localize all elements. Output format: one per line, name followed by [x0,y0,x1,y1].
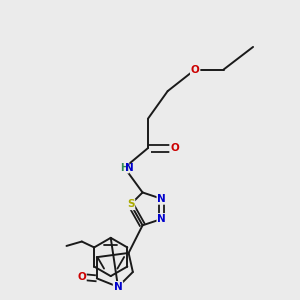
Text: S: S [127,199,134,209]
Text: O: O [191,64,200,74]
Text: H: H [120,163,128,173]
Text: N: N [158,214,166,224]
Text: N: N [114,282,122,292]
Text: N: N [158,194,166,204]
Text: N: N [124,163,133,173]
Text: O: O [77,272,86,282]
Text: O: O [170,143,179,153]
